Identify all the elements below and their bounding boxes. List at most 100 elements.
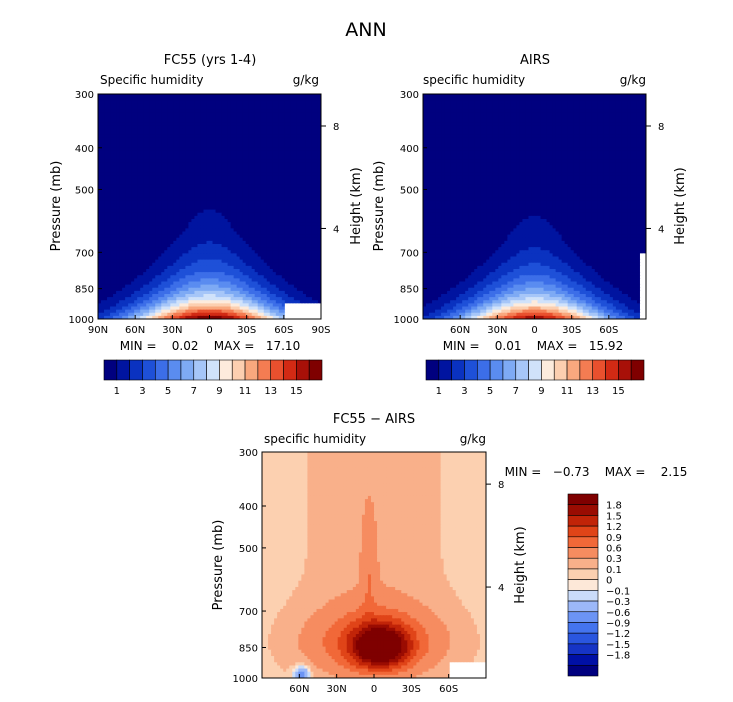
field-cell — [158, 197, 162, 201]
field-cell — [191, 194, 196, 198]
field-cell — [137, 112, 141, 117]
field-cell — [233, 184, 238, 189]
field-cell — [257, 115, 262, 120]
field-cell — [224, 178, 229, 183]
field-cell — [293, 234, 298, 239]
field-cell — [269, 272, 274, 276]
field-cell — [305, 150, 310, 154]
field-cell — [281, 237, 286, 242]
field-cell — [230, 237, 235, 242]
field-cell — [131, 281, 135, 286]
field-cell — [263, 244, 268, 248]
field-cell — [128, 212, 132, 217]
field-cell — [164, 284, 168, 289]
field-cell — [179, 272, 183, 276]
field-cell — [242, 140, 247, 145]
field-cell — [302, 219, 307, 223]
field-cell — [161, 94, 165, 98]
field-cell — [197, 153, 202, 158]
field-cell — [131, 134, 135, 139]
field-cell — [269, 128, 274, 133]
field-cell — [161, 122, 165, 126]
field-cell — [284, 187, 289, 192]
field-cell — [158, 150, 162, 154]
field-cell — [173, 184, 177, 189]
field-cell — [236, 128, 241, 133]
field-cell — [308, 97, 313, 101]
field-cell — [230, 206, 235, 211]
field-cell — [305, 172, 310, 176]
field-cell — [284, 225, 289, 229]
field-cell — [185, 147, 190, 151]
field-cell — [152, 125, 156, 129]
field-cell — [185, 222, 190, 226]
field-cell — [236, 240, 241, 245]
field-cell — [116, 272, 120, 276]
field-cell — [188, 112, 193, 117]
field-cell — [263, 300, 268, 304]
field-cell — [230, 262, 235, 267]
field-cell — [146, 300, 150, 304]
field-cell — [314, 165, 319, 170]
field-cell — [218, 162, 223, 167]
field-cell — [116, 150, 120, 154]
field-cell — [113, 290, 117, 295]
field-cell — [245, 144, 250, 148]
field-cell — [179, 250, 183, 254]
field-cell — [116, 137, 120, 142]
field-cell — [287, 94, 292, 98]
field-cell — [113, 134, 117, 139]
field-cell — [260, 215, 265, 220]
field-cell — [215, 169, 220, 173]
field-cell — [257, 265, 262, 270]
field-cell — [176, 206, 180, 211]
field-cell — [125, 178, 129, 183]
field-cell — [260, 178, 265, 183]
field-cell — [302, 131, 307, 136]
field-cell — [227, 219, 232, 223]
field-cell — [134, 237, 138, 242]
field-cell — [215, 300, 220, 304]
field-cell — [242, 253, 247, 258]
field-cell — [101, 125, 105, 129]
field-cell — [173, 222, 177, 226]
field-cell — [164, 225, 168, 229]
field-cell — [227, 131, 232, 136]
field-cell — [302, 253, 307, 258]
field-cell — [134, 250, 138, 254]
field-cell — [317, 169, 321, 173]
field-cell — [113, 137, 117, 142]
field-cell — [119, 281, 123, 286]
field-cell — [176, 290, 180, 295]
field-cell — [254, 128, 259, 133]
field-cell — [152, 187, 156, 192]
field-cell — [311, 253, 316, 258]
field-cell — [179, 112, 183, 117]
field-cell — [185, 200, 190, 204]
field-cell — [146, 247, 150, 251]
field-cell — [167, 122, 171, 126]
field-cell — [113, 159, 117, 164]
field-cell — [182, 219, 186, 223]
field-cell — [107, 165, 111, 170]
field-cell — [305, 128, 310, 133]
field-cell — [131, 244, 135, 248]
field-cell — [287, 187, 292, 192]
field-cell — [248, 250, 253, 254]
field-cell — [203, 197, 208, 201]
field-cell — [98, 297, 102, 301]
field-cell — [227, 97, 232, 101]
field-cell — [200, 300, 205, 304]
field-cell — [281, 247, 286, 251]
field-cell — [263, 287, 268, 292]
field-cell — [278, 100, 283, 104]
field-cell — [254, 187, 259, 192]
field-cell — [245, 119, 250, 123]
field-cell — [257, 156, 262, 161]
field-cell — [224, 197, 229, 201]
field-cell — [146, 206, 150, 211]
field-cell — [149, 190, 153, 195]
field-cell — [209, 219, 214, 223]
field-cell — [269, 297, 274, 301]
field-cell — [185, 287, 190, 292]
